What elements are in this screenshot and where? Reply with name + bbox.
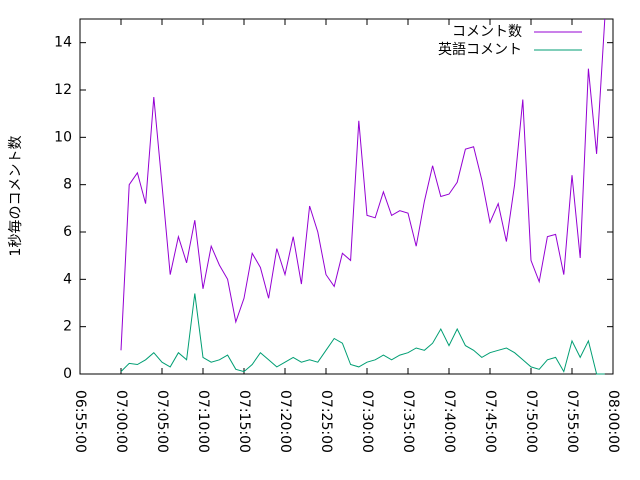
y-tick-label: 0 <box>63 366 72 382</box>
y-tick-label: 4 <box>63 271 72 287</box>
x-tick-label: 07:55:00 <box>564 390 580 453</box>
x-tick-label: 07:20:00 <box>277 390 293 453</box>
x-tick-label: 07:45:00 <box>482 390 498 453</box>
y-tick-label: 8 <box>63 177 72 193</box>
legend-label: 英語コメント <box>438 41 522 58</box>
y-tick-label: 6 <box>63 224 72 240</box>
y-tick-label: 12 <box>54 82 72 98</box>
x-tick-label: 07:30:00 <box>359 390 375 453</box>
x-tick-label: 07:50:00 <box>523 390 539 453</box>
y-tick-label: 14 <box>54 35 72 51</box>
x-tick-label: 08:00:00 <box>605 390 621 453</box>
x-tick-label: 06:55:00 <box>72 390 88 453</box>
y-tick-label: 2 <box>63 319 72 335</box>
legend-label: コメント数 <box>452 24 522 40</box>
series-line <box>120 18 606 351</box>
x-tick-label: 07:10:00 <box>195 390 211 453</box>
x-tick-label: 07:00:00 <box>113 390 129 453</box>
plot-border <box>79 18 614 375</box>
x-tick-label: 07:25:00 <box>318 390 334 453</box>
series-line <box>120 293 605 375</box>
y-tick-label: 10 <box>54 129 72 145</box>
x-tick-label: 07:05:00 <box>154 390 170 453</box>
y-axis-label: 1秒毎のコメント数 <box>8 136 24 257</box>
x-tick-label: 07:35:00 <box>400 390 416 453</box>
x-tick-label: 07:40:00 <box>441 390 457 453</box>
x-tick-label: 07:15:00 <box>236 390 252 453</box>
